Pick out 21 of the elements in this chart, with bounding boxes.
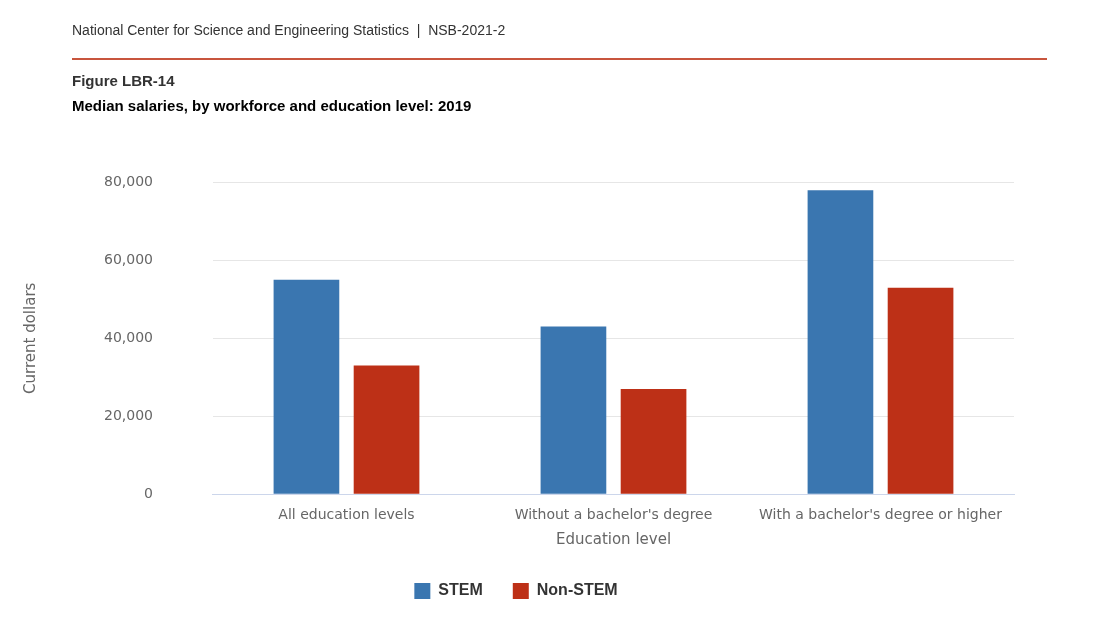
y-tick-label: 80,000 bbox=[103, 173, 153, 190]
y-axis-title: Current dollars bbox=[20, 282, 39, 394]
y-tick-label: 20,000 bbox=[103, 406, 153, 423]
x-tick-label: Without a bachelor's degree bbox=[514, 506, 713, 523]
text: National Center for Science and Engineering Statistics | NSB-2021-2 bbox=[72, 22, 507, 40]
y-tick-label: 40,000 bbox=[103, 328, 153, 345]
chart-title: Median salaries, by workforce and education level: 2019 bbox=[72, 97, 473, 114]
y-tick-label: 0 bbox=[144, 484, 153, 501]
legend-label: STEM bbox=[438, 581, 483, 599]
x-axis-title: Education level bbox=[555, 529, 672, 548]
bar bbox=[620, 388, 687, 494]
bar bbox=[887, 287, 954, 494]
bar bbox=[807, 190, 874, 494]
x-tick-label: All education levels bbox=[278, 506, 415, 523]
y-tick-label: 60,000 bbox=[103, 250, 153, 267]
x-tick-label: With a bachelor's degree or higher bbox=[759, 506, 1003, 523]
bar bbox=[273, 279, 340, 494]
text: Figure LBR-14 bbox=[72, 72, 176, 89]
legend-label: Non-STEM bbox=[536, 581, 618, 599]
bar bbox=[540, 326, 607, 494]
bar bbox=[353, 365, 420, 494]
